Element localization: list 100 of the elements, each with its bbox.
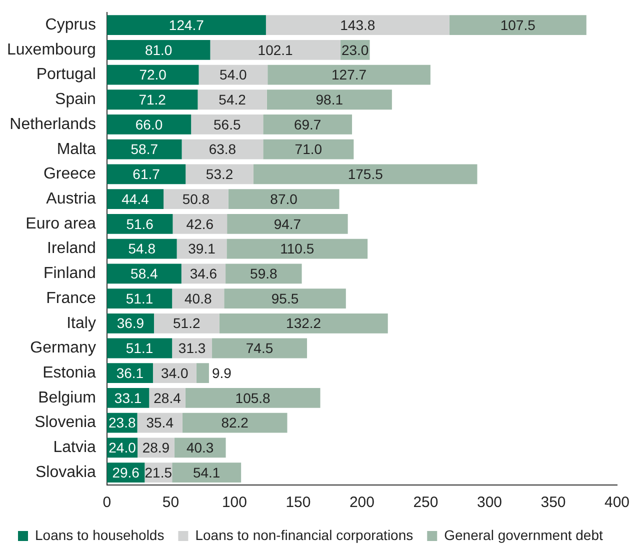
y-tick-label: Slovakia — [35, 464, 96, 481]
data-label: 54.2 — [218, 91, 246, 108]
data-label: 105.8 — [235, 390, 271, 406]
data-label: 107.5 — [500, 16, 536, 33]
data-label: 175.5 — [348, 166, 384, 182]
bar — [266, 90, 392, 110]
bar — [106, 288, 172, 308]
data-label: 102.1 — [258, 42, 294, 58]
legend-label: Loans to households — [35, 526, 164, 543]
data-label: 54.0 — [220, 66, 248, 83]
bar — [106, 40, 210, 60]
bar — [172, 214, 228, 234]
data-label: 9.9 — [212, 364, 232, 381]
bar — [106, 164, 186, 184]
bar — [212, 338, 308, 358]
y-tick-label: Portugal — [36, 66, 96, 84]
y-tick-label: France — [46, 290, 96, 307]
data-label: 23.8 — [108, 414, 136, 431]
y-tick-label: Austria — [46, 190, 96, 208]
x-tick-label: 200 — [349, 494, 374, 512]
y-tick-label: Netherlands — [10, 116, 96, 133]
data-label: 69.7 — [294, 116, 322, 132]
bar — [263, 114, 352, 134]
data-label: 23.0 — [341, 42, 369, 58]
data-label: 143.8 — [340, 16, 376, 33]
data-label: 71.0 — [294, 141, 322, 158]
x-tick-label: 100 — [222, 494, 247, 512]
x-tick-label: 300 — [476, 494, 502, 512]
x-tick-label: 250 — [413, 494, 438, 512]
bar — [106, 264, 182, 284]
bar — [185, 388, 320, 408]
data-label: 44.4 — [122, 190, 150, 207]
bar — [154, 313, 220, 334]
data-label: 34.0 — [161, 364, 188, 381]
data-label: 94.7 — [274, 216, 302, 232]
bar — [164, 189, 228, 210]
data-label: 40.3 — [186, 440, 214, 456]
data-label: 58.4 — [130, 266, 158, 282]
data-label: 28.4 — [154, 390, 182, 406]
data-label: 36.1 — [116, 364, 144, 381]
bar — [224, 288, 346, 308]
data-label: 61.7 — [132, 166, 160, 182]
x-tick-label: 350 — [540, 494, 566, 512]
y-tick-label: Spain — [55, 91, 96, 108]
bar — [172, 462, 242, 483]
bar — [106, 338, 172, 358]
data-label: 50.8 — [182, 190, 210, 207]
bar — [186, 164, 254, 184]
data-label: 56.5 — [214, 116, 241, 132]
data-label: 66.0 — [135, 116, 163, 132]
y-tick-label: Cyprus — [45, 16, 96, 34]
data-label: 28.9 — [142, 440, 170, 456]
data-label: 51.2 — [173, 315, 200, 332]
data-label: 132.2 — [286, 315, 322, 332]
bar — [210, 40, 340, 60]
bar — [253, 164, 478, 184]
data-label: 110.5 — [280, 240, 314, 257]
data-label: 31.3 — [178, 340, 206, 356]
data-label: 87.0 — [270, 190, 298, 207]
bar — [106, 139, 182, 160]
legend-label: General government debt — [444, 526, 604, 543]
data-label: 39.1 — [188, 240, 216, 257]
data-label: 127.7 — [332, 66, 367, 83]
y-tick-label: Finland — [43, 265, 96, 282]
bar — [268, 64, 430, 85]
y-tick-label: Latvia — [53, 439, 96, 456]
bar — [106, 90, 198, 110]
data-label: 24.0 — [108, 440, 136, 456]
y-tick-label: Greece — [43, 166, 96, 183]
y-tick-label: Italy — [66, 314, 96, 332]
bar — [196, 363, 209, 384]
bar — [106, 114, 192, 134]
legend-label: Loans to non-financial corporations — [195, 526, 414, 543]
data-label: 53.2 — [206, 166, 234, 182]
data-label: 51.6 — [126, 216, 154, 232]
data-label: 36.9 — [116, 315, 144, 332]
data-label: 82.2 — [221, 414, 249, 431]
data-label: 34.6 — [190, 266, 218, 282]
bar — [228, 189, 340, 210]
data-label: 33.1 — [114, 390, 142, 406]
data-label: 81.0 — [144, 42, 172, 58]
bar — [266, 15, 450, 35]
bar — [198, 90, 267, 110]
data-label: 54.8 — [128, 240, 156, 257]
x-tick-label: 50 — [162, 494, 180, 512]
x-tick-label: 400 — [604, 494, 630, 512]
bar — [449, 15, 586, 35]
y-tick-label: Luxembourg — [6, 41, 96, 58]
bar — [182, 412, 288, 433]
bar — [106, 189, 164, 210]
bar — [191, 114, 264, 134]
bar — [182, 139, 264, 160]
data-label: 59.8 — [250, 266, 278, 282]
bar — [106, 64, 199, 85]
data-label: 40.8 — [184, 290, 212, 306]
data-label: 35.4 — [146, 414, 174, 431]
data-label: 58.7 — [130, 141, 158, 158]
data-label: 51.1 — [126, 340, 154, 356]
y-tick-label: Belgium — [38, 389, 96, 406]
data-label: 21.5 — [144, 464, 172, 480]
